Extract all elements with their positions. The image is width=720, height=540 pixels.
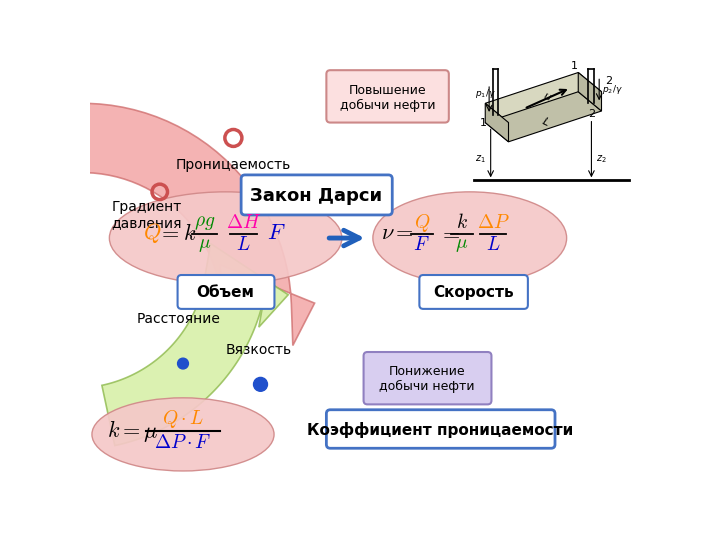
Circle shape [253, 377, 267, 392]
Text: $= k$: $= k$ [158, 223, 197, 244]
Text: $z_2$: $z_2$ [596, 153, 607, 165]
Polygon shape [102, 244, 288, 446]
Text: $L$: $L$ [236, 235, 251, 254]
Text: $k$: $k$ [456, 213, 468, 232]
Text: $\nu =$: $\nu =$ [382, 224, 414, 244]
FancyBboxPatch shape [326, 410, 555, 448]
Text: $F$: $F$ [413, 235, 430, 254]
Text: Вязкость: Вязкость [225, 343, 292, 357]
Text: $\Delta H$: $\Delta H$ [226, 213, 261, 232]
Text: 1: 1 [480, 118, 487, 129]
Polygon shape [0, 103, 315, 512]
Text: $k = \mu$: $k = \mu$ [107, 417, 158, 443]
Polygon shape [485, 92, 601, 142]
Text: Проницаемость: Проницаемость [176, 158, 291, 172]
Text: Объем: Объем [197, 285, 255, 300]
Text: Расстояние: Расстояние [137, 312, 220, 326]
Text: Понижение
добычи нефти: Понижение добычи нефти [379, 365, 475, 393]
Polygon shape [578, 72, 601, 111]
Text: $\rho g$: $\rho g$ [194, 213, 215, 232]
Circle shape [178, 358, 189, 369]
Text: Закон Дарси: Закон Дарси [251, 187, 382, 205]
Text: $L$: $L$ [486, 235, 500, 254]
Text: $Q$: $Q$ [143, 221, 161, 245]
FancyBboxPatch shape [326, 70, 449, 123]
Text: $F$: $F$ [266, 224, 285, 244]
Text: Коэффициент проницаемости: Коэффициент проницаемости [307, 422, 573, 438]
Text: 2: 2 [606, 76, 613, 86]
FancyBboxPatch shape [178, 275, 274, 309]
Text: $L$: $L$ [539, 114, 552, 129]
Polygon shape [485, 103, 508, 142]
Text: $p_2/\gamma$: $p_2/\gamma$ [601, 83, 622, 96]
Text: $=$: $=$ [438, 224, 461, 244]
Text: $z_1$: $z_1$ [475, 153, 486, 165]
FancyBboxPatch shape [241, 175, 392, 215]
Text: Повышение
добычи нефти: Повышение добычи нефти [340, 84, 436, 112]
Ellipse shape [373, 192, 567, 284]
Text: $\mu$: $\mu$ [455, 235, 469, 254]
Text: 1: 1 [570, 60, 577, 71]
Text: u: u [542, 91, 552, 103]
Ellipse shape [109, 192, 342, 284]
Polygon shape [485, 72, 601, 123]
Text: Градиент
давления: Градиент давления [112, 200, 182, 230]
Text: $\mu$: $\mu$ [198, 235, 211, 254]
Text: $p_1/\gamma$: $p_1/\gamma$ [475, 86, 496, 99]
Text: $Q$: $Q$ [413, 212, 430, 234]
FancyBboxPatch shape [419, 275, 528, 309]
Text: $Q \cdot L$: $Q \cdot L$ [162, 408, 204, 430]
Text: $\Delta P$: $\Delta P$ [477, 213, 510, 232]
Text: $\Delta P \cdot F$: $\Delta P \cdot F$ [154, 433, 212, 451]
Text: Скорость: Скорость [433, 285, 514, 300]
Text: 2: 2 [588, 109, 595, 119]
FancyBboxPatch shape [364, 352, 492, 404]
Ellipse shape [92, 398, 274, 471]
